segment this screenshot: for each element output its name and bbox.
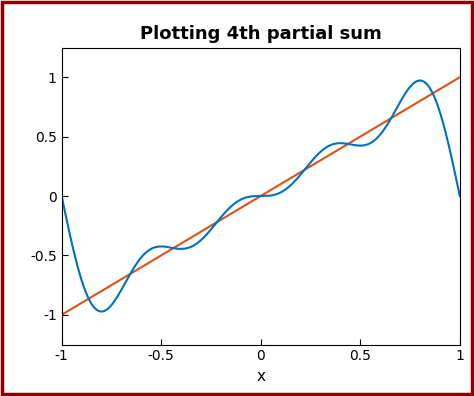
X-axis label: x: x	[256, 369, 265, 384]
Title: Plotting 4th partial sum: Plotting 4th partial sum	[140, 25, 382, 43]
